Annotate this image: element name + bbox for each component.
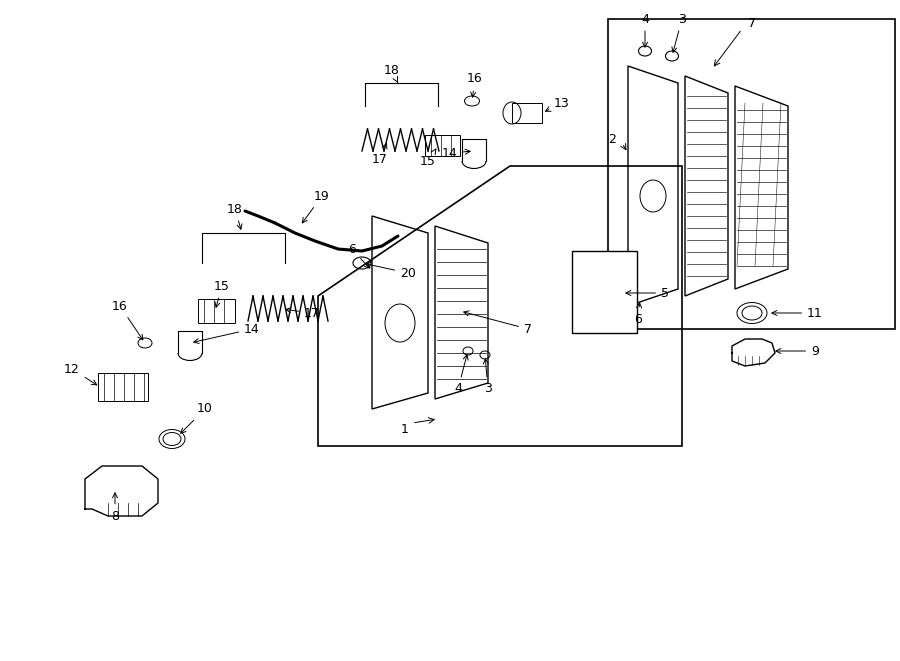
Bar	[608, 19, 895, 329]
Text: 8: 8	[111, 493, 119, 522]
Text: 11: 11	[772, 307, 823, 319]
Text: 18: 18	[227, 202, 243, 229]
Text: 6: 6	[348, 243, 369, 268]
Text: 15: 15	[214, 280, 230, 307]
Text: 2: 2	[608, 132, 616, 145]
Text: 16: 16	[112, 299, 143, 340]
Text: 14: 14	[442, 147, 470, 159]
Text: 13: 13	[545, 97, 570, 111]
Text: 14: 14	[194, 323, 260, 344]
Text: 15: 15	[420, 149, 436, 167]
Text: 6: 6	[634, 303, 642, 325]
Text: 4: 4	[454, 355, 468, 395]
Text: 16: 16	[467, 73, 483, 97]
Text: 9: 9	[776, 344, 819, 358]
Text: 1: 1	[401, 422, 409, 436]
Text: 7: 7	[748, 17, 756, 30]
Text: 7: 7	[464, 311, 532, 336]
Text: 17: 17	[372, 143, 388, 165]
Text: 12: 12	[64, 362, 97, 385]
Text: 17: 17	[286, 307, 320, 319]
Text: 20: 20	[365, 262, 416, 280]
Bar	[572, 251, 637, 333]
Text: 10: 10	[181, 403, 213, 433]
Text: 3: 3	[483, 359, 492, 395]
Text: 3: 3	[672, 13, 686, 52]
Text: 18: 18	[384, 65, 400, 83]
Text: 4: 4	[641, 13, 649, 47]
Text: 19: 19	[302, 190, 330, 223]
Text: 5: 5	[626, 286, 669, 299]
